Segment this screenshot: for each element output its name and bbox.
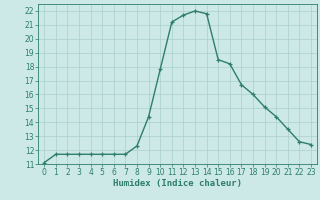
X-axis label: Humidex (Indice chaleur): Humidex (Indice chaleur) bbox=[113, 179, 242, 188]
